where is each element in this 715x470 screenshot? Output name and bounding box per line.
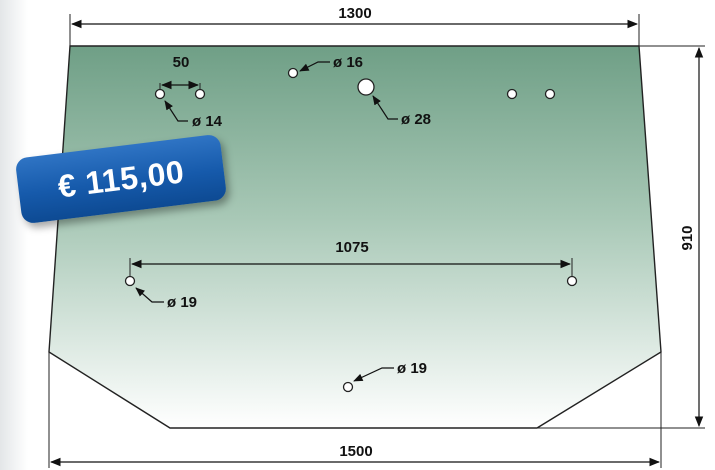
hole-label-d16: ø 16 — [333, 54, 363, 71]
hole-right-1 — [506, 88, 518, 100]
hole-label-d14: ø 14 — [192, 113, 223, 130]
hole-d19-left — [124, 275, 136, 287]
hole-d14-left — [154, 88, 166, 100]
leader-d19-bottom — [353, 367, 394, 382]
left-edge-shade — [0, 0, 28, 470]
large-spacing-label: 1075 — [335, 239, 368, 256]
hole-label-d19-left: ø 19 — [167, 294, 197, 311]
hole-d19-right — [566, 275, 578, 287]
price-label: € 115,00 — [55, 152, 187, 205]
leader-d14 — [164, 100, 188, 122]
bottom-width-label: 1500 — [339, 443, 372, 460]
leader-d16 — [299, 61, 330, 72]
height-label: 910 — [679, 225, 696, 250]
small-spacing-label: 50 — [173, 54, 190, 71]
hole-d16 — [287, 67, 299, 79]
leader-d28 — [372, 95, 398, 120]
top-width-label: 1300 — [338, 5, 371, 22]
extension-lines — [48, 14, 705, 468]
glass-panel — [48, 45, 662, 429]
hole-d14-right — [194, 88, 206, 100]
hole-d28 — [357, 78, 375, 96]
hole-label-d19-bottom: ø 19 — [397, 360, 427, 377]
leader-d19-left — [135, 287, 164, 303]
hole-right-2 — [544, 88, 556, 100]
hole-d19-bottom — [342, 381, 354, 393]
hole-label-d28: ø 28 — [401, 111, 431, 128]
